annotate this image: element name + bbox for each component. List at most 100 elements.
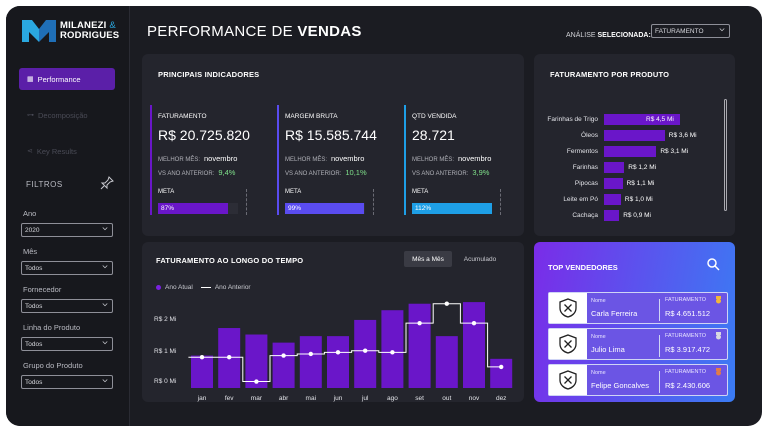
kpi-name: FATURAMENTO <box>158 113 207 120</box>
clear-filters-icon[interactable] <box>100 176 114 195</box>
sidebar: MILANEZI & RODRIGUES ▦ Performance ⊶ Dec… <box>6 6 130 426</box>
kpi-best-label: MELHOR MÊS: <box>285 157 328 163</box>
product-row[interactable]: Fermentos R$ 3,1 Mi <box>534 146 734 158</box>
previous-year-point-jun[interactable] <box>335 350 341 355</box>
legend-previous-label: Ano Anterior <box>214 284 251 291</box>
nav-item-performance[interactable]: ▦ Performance <box>19 68 115 90</box>
kpi-accent-bar <box>277 105 279 215</box>
y-tick-label: R$ 2 Mi <box>154 316 177 323</box>
bar-ago[interactable] <box>381 310 404 388</box>
filter-value: 2020 <box>25 226 40 234</box>
share-icon: ⋖ <box>27 148 33 155</box>
filter-label-fornecedor: Fornecedor <box>23 285 62 294</box>
kpi-meta-fill <box>158 203 228 214</box>
product-row[interactable]: Cachaça R$ 0,9 Mi <box>534 210 734 222</box>
product-row[interactable]: Farinhas de Trigo R$ 4,5 Mi <box>534 114 734 126</box>
filter-value: Todos <box>25 302 43 310</box>
kpi-meta-pct: 87% <box>161 205 175 212</box>
bar-mai[interactable] <box>299 336 322 388</box>
avatar-placeholder-icon <box>549 365 587 395</box>
product-bar <box>604 130 665 141</box>
bar-mar[interactable] <box>245 334 268 388</box>
filter-select-linha-produto[interactable]: Todos <box>21 337 113 351</box>
tab-mes-a-mes[interactable]: Mês a Mês <box>404 251 452 267</box>
product-row[interactable]: Leite em Pó R$ 1,0 Mi <box>534 194 734 206</box>
tree-icon: ⊶ <box>27 112 34 119</box>
product-name: Cachaça <box>572 212 598 219</box>
chart-legend: Ano Atual Ano Anterior <box>156 284 251 291</box>
seller-row[interactable]: Nome Carla Ferreira FATURAMENTO R$ 4.651.51… <box>548 292 728 324</box>
brand-name: MILANEZI & RODRIGUES <box>60 21 119 41</box>
x-tick-label: set <box>415 395 424 402</box>
analysis-select-value: FATURAMENTO <box>655 27 704 35</box>
dashboard-frame: MILANEZI & RODRIGUES ▦ Performance ⊶ Dec… <box>6 6 762 426</box>
previous-year-point-fev[interactable] <box>227 355 232 360</box>
bar-dez[interactable] <box>490 358 513 388</box>
timeline-card-title: FATURAMENTO AO LONGO DO TEMPO <box>156 256 304 265</box>
product-bar <box>604 162 625 173</box>
product-name: Farinhas <box>572 164 598 171</box>
previous-year-point-mai[interactable] <box>308 351 313 357</box>
brand-mark-icon <box>22 20 56 42</box>
filter-label-mes: Mês <box>23 247 38 256</box>
filter-select-grupo-produto[interactable]: Todos <box>21 375 113 389</box>
x-tick-label: jan <box>197 395 207 402</box>
product-value: R$ 1,2 Mi <box>628 164 657 171</box>
nav-item-key-results[interactable]: ⋖ Key Results <box>19 140 115 162</box>
kpi-meta-target <box>246 189 247 215</box>
kpi-best-value: novembro <box>331 154 365 163</box>
filter-select-ano[interactable]: 2020 <box>21 223 113 237</box>
filter-select-mes[interactable]: Todos <box>21 261 113 275</box>
kpi-best-value: novembro <box>204 154 238 163</box>
x-tick-label: mai <box>306 395 316 402</box>
previous-year-point-mar[interactable] <box>254 379 259 384</box>
product-name: Farinhas de Trigo <box>547 116 598 123</box>
nav-item-label: Performance <box>37 74 81 84</box>
filter-select-fornecedor[interactable]: Todos <box>21 299 113 313</box>
seller-row[interactable]: Nome Julio Lima FATURAMENTO R$ 3.917.472 <box>548 328 728 360</box>
brand-line1: MILANEZI <box>60 20 107 31</box>
product-row[interactable]: Pipocas R$ 1,1 Mi <box>534 178 734 190</box>
top-sellers-card: TOP VENDEDORES Nome Carla Ferreira FATURAM… <box>534 242 735 402</box>
x-tick-label: jun <box>333 395 343 402</box>
kpi-meta-track: 99% <box>285 203 365 214</box>
kpi-vs-label: VS ANO ANTERIOR: <box>412 171 469 177</box>
previous-year-point-set[interactable] <box>417 320 422 326</box>
product-scrollbar[interactable] <box>724 99 727 211</box>
product-row[interactable]: Farinhas R$ 1,2 Mi <box>534 162 734 174</box>
grid-icon: ▦ <box>27 76 34 83</box>
previous-year-point-nov[interactable] <box>471 320 477 326</box>
bar-out[interactable] <box>435 336 458 388</box>
kpi-vs-value: 9,4% <box>218 168 236 177</box>
search-icon[interactable] <box>707 258 720 276</box>
kpi-card: PRINCIPAIS INDICADORES FATURAMENTO R$ 20… <box>142 54 524 236</box>
previous-year-point-dez[interactable] <box>499 364 504 370</box>
brand-line2: RODRIGUES <box>60 30 120 41</box>
kpi-name: QTD VENDIDA <box>412 113 457 120</box>
analysis-label-light: ANÁLISE <box>566 32 598 39</box>
bar-nov[interactable] <box>463 302 485 388</box>
bar-jun[interactable] <box>327 336 349 388</box>
avatar-placeholder-icon <box>549 329 587 359</box>
bar-set[interactable] <box>408 303 431 388</box>
analysis-select[interactable]: FATURAMENTO <box>651 24 730 38</box>
brand-logo: MILANEZI & RODRIGUES <box>22 20 119 42</box>
chevron-down-icon <box>102 379 108 383</box>
kpi-margem-bruta: MARGEM BRUTA R$ 15.585.744 MELHOR MÊS: no… <box>277 105 397 215</box>
previous-year-point-jan[interactable] <box>199 355 205 360</box>
seller-divider <box>659 299 660 321</box>
seller-row[interactable]: Nome Felipe Goncalves FATURAMENTO R$ 2.430.… <box>548 364 728 396</box>
kpi-meta-pct: 99% <box>288 205 302 212</box>
previous-year-point-ago[interactable] <box>390 350 395 355</box>
previous-year-point-abr[interactable] <box>281 353 286 358</box>
timeline-chart: jan fev mar abr mai jun jul ago set out nov dez <box>188 301 513 402</box>
nav-item-decomposicao[interactable]: ⊶ Decomposição <box>19 104 115 126</box>
product-row[interactable]: Óleos R$ 3,6 Mi <box>534 130 734 142</box>
bar-abr[interactable] <box>272 342 295 388</box>
kpi-value: R$ 15.585.744 <box>285 127 377 143</box>
previous-year-point-out[interactable] <box>444 301 449 306</box>
bar-jan[interactable] <box>191 355 213 388</box>
tab-acumulado[interactable]: Acumulado <box>463 255 497 263</box>
previous-year-point-jul[interactable] <box>363 348 368 353</box>
bar-jul[interactable] <box>354 319 377 388</box>
